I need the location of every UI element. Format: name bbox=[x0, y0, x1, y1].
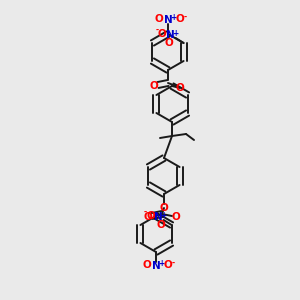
Text: +: + bbox=[170, 14, 176, 22]
Text: -: - bbox=[156, 26, 159, 34]
Text: O: O bbox=[176, 14, 184, 24]
Text: O: O bbox=[176, 83, 184, 93]
Text: N: N bbox=[164, 15, 172, 25]
Text: O: O bbox=[160, 203, 168, 213]
Text: O: O bbox=[172, 212, 180, 222]
Text: N: N bbox=[166, 30, 175, 40]
Text: N: N bbox=[154, 212, 163, 222]
Text: O: O bbox=[164, 260, 172, 270]
Text: O: O bbox=[142, 260, 152, 270]
Text: +: + bbox=[158, 260, 164, 268]
Text: +: + bbox=[172, 28, 179, 38]
Text: +: + bbox=[160, 211, 167, 220]
Text: O: O bbox=[144, 212, 152, 222]
Text: O: O bbox=[154, 14, 164, 24]
Text: -: - bbox=[183, 13, 187, 22]
Text: N: N bbox=[152, 261, 160, 271]
Text: O: O bbox=[164, 38, 173, 48]
Text: -: - bbox=[171, 259, 175, 268]
Text: O: O bbox=[157, 29, 166, 39]
Text: O: O bbox=[150, 81, 158, 91]
Text: -: - bbox=[144, 208, 147, 217]
Text: O: O bbox=[156, 220, 165, 230]
Text: O: O bbox=[146, 211, 155, 221]
